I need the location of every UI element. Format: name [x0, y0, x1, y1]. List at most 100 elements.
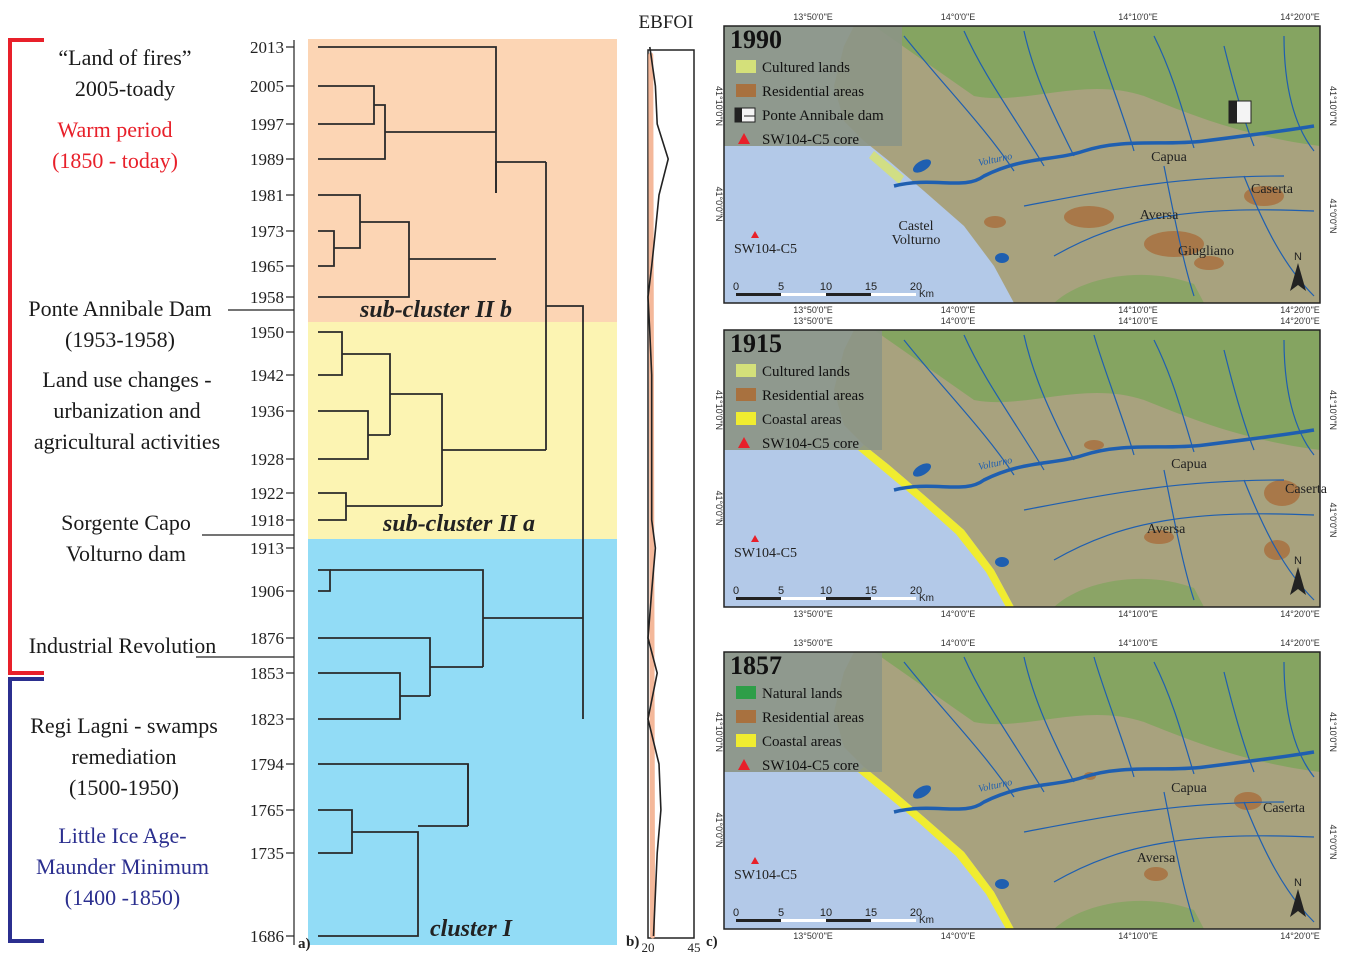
- volturno-river: [893, 428, 1315, 492]
- legend-swatch: [736, 364, 756, 377]
- town-label: Capua: [1171, 457, 1208, 472]
- dendrogram-links: [318, 46, 584, 937]
- scale-unit: Km: [919, 289, 934, 300]
- scale-bar-segment: [781, 293, 826, 296]
- scale-bar-segment: [871, 919, 916, 922]
- town-label: Caserta: [1263, 801, 1306, 816]
- lon-label: 14°0'0"E: [941, 12, 976, 22]
- core-label: SW104-C5: [734, 242, 797, 257]
- lat-label: 41°10'0"N: [714, 712, 724, 752]
- year-label: 1997: [250, 115, 285, 134]
- river-tributary: [903, 339, 1015, 476]
- town-label: Aversa: [1137, 851, 1176, 866]
- lon-label: 14°10'0"E: [1118, 638, 1158, 648]
- map-year: 1857: [730, 651, 782, 680]
- core-marker: [751, 857, 759, 864]
- legend-swatch: [738, 133, 750, 144]
- cultured-strip: [869, 151, 904, 184]
- hills: [874, 26, 1320, 146]
- ebfoi-axis-min: 20: [642, 940, 655, 953]
- lon-label: 14°0'0"E: [941, 931, 976, 941]
- lon-label: 14°20'0"E: [1280, 12, 1320, 22]
- river-tributary: [1053, 209, 1315, 257]
- residential-area: [1084, 440, 1104, 450]
- river-tributary: [903, 35, 1015, 172]
- lon-label: 14°20'0"E: [1280, 305, 1320, 315]
- map-frame: [723, 25, 1321, 304]
- event-ponte-annibale: Ponte Annibale Dam (1953-1958): [28, 296, 212, 352]
- ebfoi-title: EBFOI: [639, 12, 694, 33]
- year-label: 1950: [250, 323, 284, 342]
- legend-label: Cultured lands: [762, 364, 850, 380]
- lon-label: 13°50'0"E: [793, 931, 833, 941]
- river-tributary: [1283, 661, 1315, 778]
- river-tributary: [1283, 339, 1315, 456]
- lon-label: 14°10'0"E: [1118, 931, 1158, 941]
- lon-label: 13°50'0"E: [793, 609, 833, 619]
- lat-label: 41°0'0"N: [1328, 502, 1338, 537]
- year-label: 1965: [250, 257, 284, 276]
- scale-tick-label: 20: [910, 585, 922, 597]
- lon-label: 14°10'0"E: [1118, 12, 1158, 22]
- town-label: Capua: [1171, 781, 1208, 796]
- legend-swatch: [736, 60, 756, 73]
- lat-label: 41°0'0"N: [714, 490, 724, 525]
- map-year: 1915: [730, 329, 782, 358]
- town-label: Aversa: [1147, 522, 1186, 537]
- year-label: 1913: [250, 539, 284, 558]
- north-arrow-label: N: [1294, 251, 1302, 263]
- lon-label: 14°20'0"E: [1280, 609, 1320, 619]
- lat-label: 41°0'0"N: [714, 812, 724, 847]
- hills-south: [1054, 274, 1204, 303]
- year-label: 2013: [250, 38, 284, 57]
- coastal-strip: [858, 767, 1014, 929]
- scale-tick-label: 20: [910, 907, 922, 919]
- river-tributary: [1153, 35, 1195, 149]
- warm-period-bracket: [8, 38, 44, 675]
- event-sorgente: Sorgente Capo Volturno dam: [61, 510, 191, 566]
- legend-label: SW104-C5 core: [762, 758, 859, 774]
- lon-label: 14°0'0"E: [941, 316, 976, 326]
- map-frame: [723, 329, 1321, 608]
- legend-label: Residential areas: [762, 388, 864, 404]
- year-label: 1973: [250, 222, 284, 241]
- lon-label: 13°50'0"E: [793, 12, 833, 22]
- river-tributary: [963, 334, 1045, 471]
- hills-south: [1054, 900, 1204, 929]
- cluster-label-II-b: sub-cluster II b: [359, 297, 512, 323]
- scale-tick-label: 5: [778, 907, 784, 919]
- lon-label: 13°50'0"E: [793, 305, 833, 315]
- volturno-river: [893, 124, 1315, 188]
- panel-a-letter: a): [298, 936, 311, 952]
- river-network: [903, 656, 1315, 923]
- hills-south: [1054, 578, 1204, 607]
- legend-label: Natural lands: [762, 686, 843, 702]
- cluster-band-II-b: [308, 39, 617, 322]
- river-tributary: [1023, 656, 1075, 783]
- river-tributary: [963, 656, 1045, 793]
- lat-label: 41°10'0"N: [714, 86, 724, 126]
- scale-bar-segment: [871, 293, 916, 296]
- river-network: [903, 30, 1315, 297]
- year-label: 1823: [250, 710, 284, 729]
- residential-area: [1144, 530, 1174, 544]
- year-label: 1981: [250, 186, 284, 205]
- river-tributary: [1093, 30, 1135, 152]
- scale-bar-segment: [871, 597, 916, 600]
- legend-swatch: [736, 710, 756, 723]
- lake: [912, 159, 932, 173]
- dam-marker-fill: [1229, 101, 1237, 123]
- legend-swatch: [736, 734, 756, 747]
- river-tributary: [1053, 513, 1315, 561]
- lon-label: 14°20'0"E: [1280, 638, 1320, 648]
- year-label: 1876: [250, 629, 284, 648]
- map-panel-1915: 13°50'0"E 13°50'0"E 14°0'0"E 14°0'0"E 14°10'…: [714, 316, 1338, 619]
- ebfoi-series: [647, 46, 670, 937]
- legend-label: Coastal areas: [762, 734, 842, 750]
- residential-area: [1144, 231, 1204, 257]
- lon-label: 14°20'0"E: [1280, 931, 1320, 941]
- legend-label: Ponte Annibale dam: [762, 108, 884, 124]
- core-label: SW104-C5: [734, 546, 797, 561]
- dam-icon-fill: [735, 108, 742, 122]
